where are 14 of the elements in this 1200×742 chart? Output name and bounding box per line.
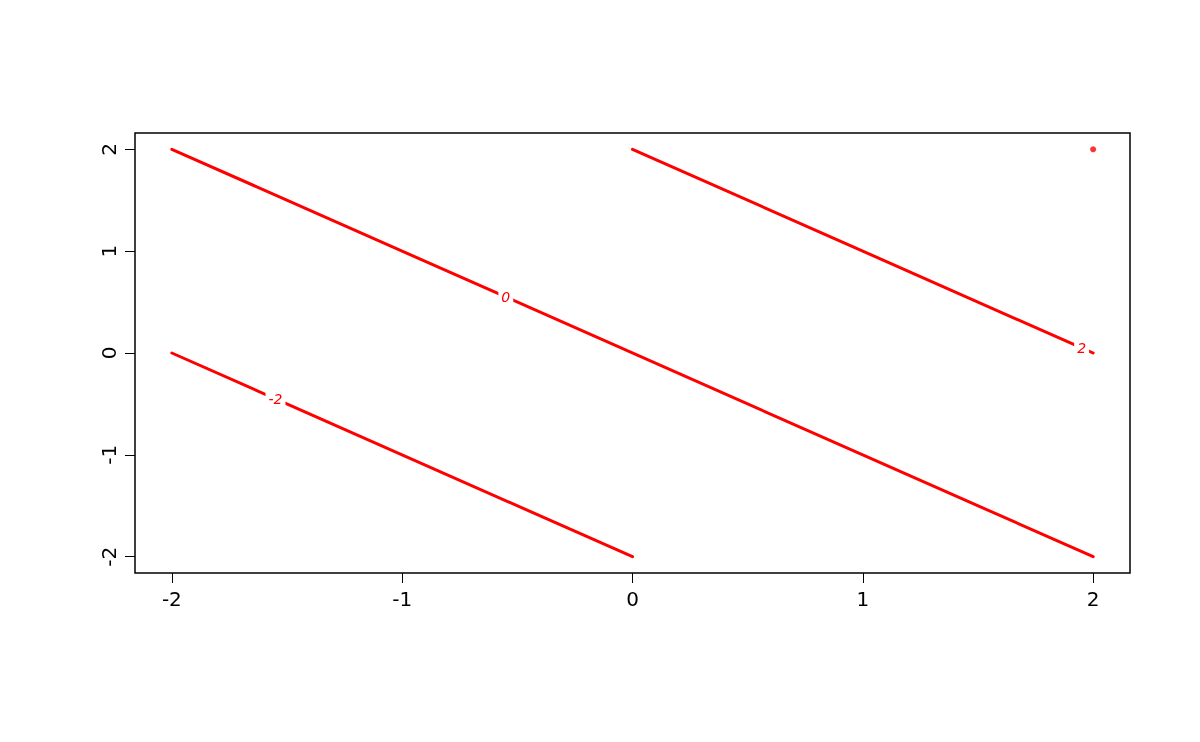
series-label: 2 <box>1077 339 1087 356</box>
x-tick-label: 2 <box>1086 587 1100 611</box>
y-tick-label: 1 <box>97 244 121 258</box>
x-tick-label: -1 <box>392 587 413 611</box>
y-tick-label: 0 <box>97 346 121 360</box>
y-tick-label: -2 <box>97 546 121 567</box>
x-tick-label: -2 <box>161 587 182 611</box>
series-label: 0 <box>501 288 511 305</box>
series-label: -2 <box>268 390 283 407</box>
y-tick-label: 2 <box>97 142 121 156</box>
x-tick-label: 0 <box>626 587 639 611</box>
x-tick-label: 1 <box>856 587 870 611</box>
y-tick-label: -1 <box>97 444 121 465</box>
point <box>1090 146 1097 153</box>
